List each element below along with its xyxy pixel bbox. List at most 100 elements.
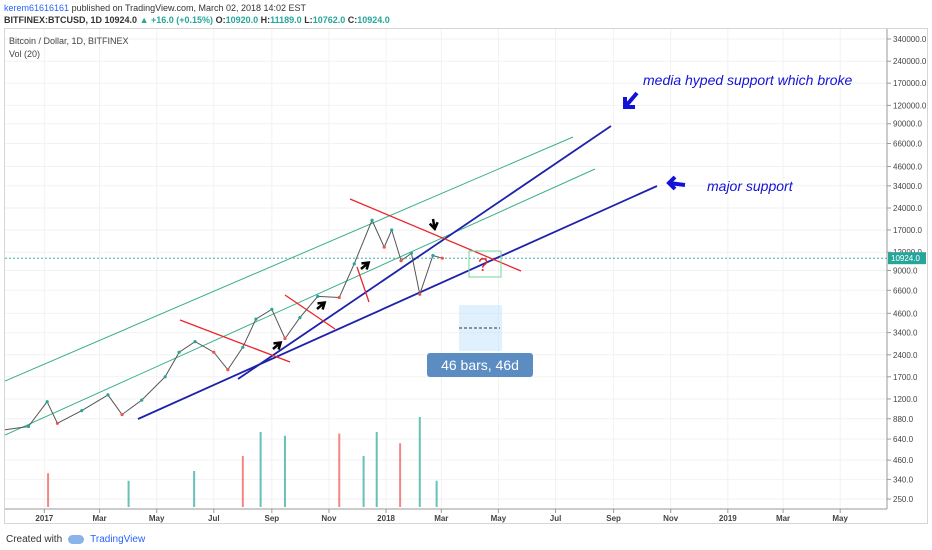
price-point [399, 259, 403, 263]
price-point [177, 350, 181, 354]
volume-bar [127, 480, 130, 507]
publish-line: kerem61616161 published on TradingView.c… [4, 2, 928, 14]
price-tick-label: 1200.0 [893, 395, 918, 404]
open-label: O: [215, 15, 226, 25]
low-label: L: [304, 15, 313, 25]
price-point [106, 393, 110, 397]
header-info: kerem61616161 published on TradingView.c… [0, 0, 932, 32]
price-point [241, 345, 245, 349]
price-tick-label: 240000.0 [893, 57, 927, 66]
price-point [45, 400, 49, 404]
price-tick-label: 120000.0 [893, 101, 927, 110]
time-tick-label: 2017 [35, 514, 53, 523]
chart-panel[interactable]: ? 46 bars, 46d media hyped support which b… [4, 28, 928, 524]
price-tick-label: 6600.0 [893, 286, 918, 295]
arrow-icon [623, 91, 639, 109]
legend-instrument: Bitcoin / Dollar, 1D, BITFINEX [9, 36, 129, 46]
time-tick-label: Mar [776, 514, 790, 523]
time-axis[interactable]: 2017 Mar May Jul Sep Nov 2018 Mar May Jul Sep Nov 20… [5, 508, 887, 523]
price-point [370, 218, 374, 222]
price-tick-label: 3400.0 [893, 329, 918, 338]
price-point [193, 340, 197, 344]
price-point [26, 424, 31, 429]
price-tick-label: 880.0 [893, 415, 914, 424]
resistance-line-2 [179, 319, 291, 363]
close-label: C: [347, 15, 358, 25]
time-tick-label: Sep [265, 514, 280, 523]
resistance-line-3 [284, 294, 336, 330]
last-price-tag [888, 252, 926, 265]
volume-bars [47, 417, 438, 507]
chart-svg[interactable]: ? 46 bars, 46d media hyped support which b… [4, 29, 927, 523]
time-tick-label: May [149, 514, 165, 523]
time-tick-label: Nov [663, 514, 679, 523]
tradingview-brand[interactable]: TradingView [90, 533, 146, 545]
price-point [80, 409, 84, 413]
price-point [163, 375, 167, 379]
trend-drawings [4, 125, 658, 436]
volume-bar [435, 480, 438, 507]
published-text: published on TradingView.com, March 02, … [71, 3, 307, 13]
price-point [431, 253, 435, 258]
trend-arrow-icon [360, 261, 371, 270]
price-point [390, 228, 394, 232]
price-point [418, 292, 422, 296]
price-tick-label: 24000.0 [893, 204, 922, 213]
price-point [226, 368, 230, 372]
last-price-tag-label: 10924.0 [891, 254, 920, 263]
price-axis[interactable]: 340000.0 240000.0 170000.0 120000.0 90000.0 6… [886, 29, 927, 523]
time-tick-label: May [832, 514, 848, 523]
resistance-line [349, 198, 522, 272]
price-point [409, 251, 413, 255]
low-value: 10762.0 [312, 15, 346, 25]
date-range-label: 46 bars, 46d [441, 357, 519, 373]
price-tick-label: 2400.0 [893, 351, 918, 360]
resistance-line-4 [356, 266, 370, 303]
price-tick-label: 17000.0 [893, 226, 922, 235]
annotations: ? 46 bars, 46d media hyped support which b… [272, 72, 853, 377]
price-tick-label: 640.0 [893, 435, 914, 444]
price-tick-label: 4600.0 [893, 309, 918, 318]
price-tick-label: 34000.0 [893, 182, 922, 191]
price-point [316, 294, 320, 298]
price-tick-label: 66000.0 [893, 140, 922, 149]
price-point [120, 412, 124, 417]
footer: Created with TradingView [0, 528, 932, 550]
volume-bar [241, 456, 244, 507]
author-link[interactable]: kerem61616161 [4, 3, 70, 13]
price-point [352, 262, 356, 266]
volume-bar [338, 433, 341, 507]
change-text: ▲ +16.0 (+0.15%) [139, 15, 214, 25]
price-point [212, 350, 216, 354]
price-point [270, 307, 274, 311]
price-axis-bg [887, 29, 927, 523]
time-tick-label: Jul [208, 514, 220, 523]
question-mark: ? [478, 255, 488, 275]
grid [5, 29, 887, 509]
high-value: 11189.0 [270, 15, 302, 25]
time-tick-label: Jul [550, 514, 562, 523]
channel-lower-line [4, 168, 596, 436]
volume-bar [399, 443, 402, 507]
trend-arrow-icon [272, 341, 283, 350]
price-point [382, 245, 386, 249]
last-price: 10924.0 [104, 15, 138, 25]
price-tick-label: 170000.0 [893, 79, 927, 88]
price-tick-label: 340000.0 [893, 35, 927, 44]
price-tick-label: 9000.0 [893, 267, 918, 276]
close-value: 10924.0 [357, 15, 390, 25]
price-tick-label: 460.0 [893, 456, 914, 465]
price-point [298, 316, 302, 320]
created-with-text: Created with [6, 533, 63, 545]
annotation-text: media hyped support which broke [643, 72, 853, 88]
price-point [254, 317, 258, 321]
channel-upper-line [4, 136, 574, 382]
volume-bar [193, 471, 196, 507]
time-tick-label: 2018 [377, 514, 395, 523]
volume-bar [362, 456, 365, 507]
volume-bar [418, 417, 421, 507]
price-tick-label: 250.0 [893, 495, 914, 504]
price-point [283, 336, 287, 341]
tradingview-logo-icon[interactable] [68, 534, 85, 544]
arrow-icon [666, 175, 686, 191]
